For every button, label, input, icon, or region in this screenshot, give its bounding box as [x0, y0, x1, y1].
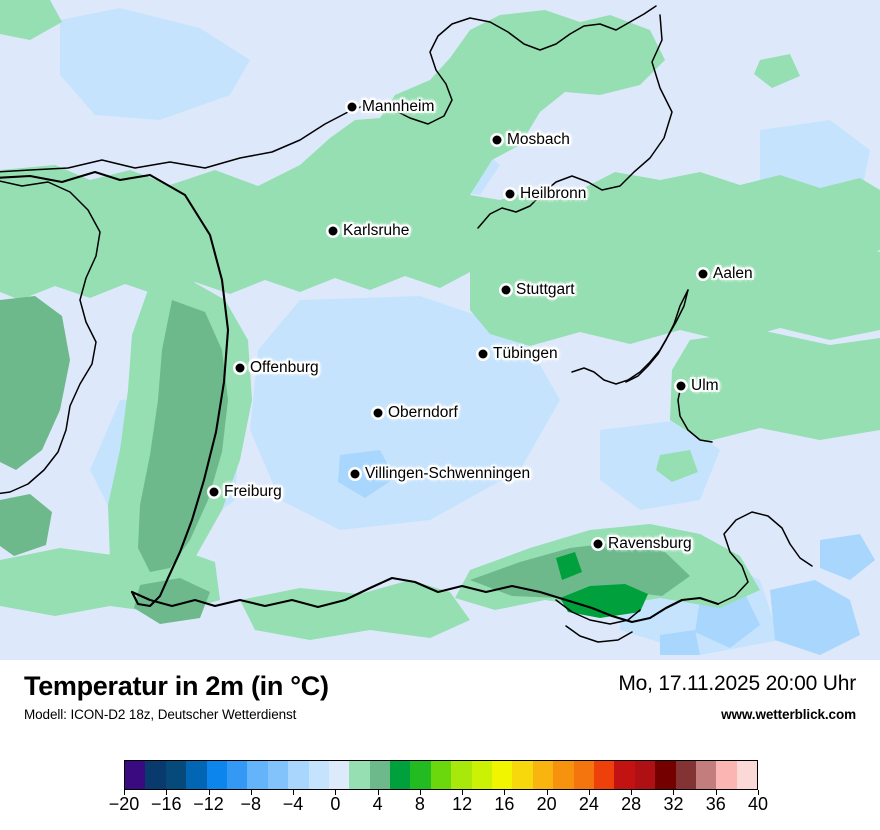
- colorbar-swatch: [532, 761, 554, 789]
- colorbar-tick-mark: [588, 790, 590, 795]
- colorbar-swatch: [716, 761, 737, 789]
- colorbar-swatch: [390, 761, 411, 789]
- colorbar-swatch: [186, 761, 207, 789]
- colorbar-swatch: [614, 761, 635, 789]
- title-block: Temperatur in 2m (in °C) Modell: ICON-D2…: [24, 671, 329, 723]
- colorbar-tick-mark: [250, 790, 252, 795]
- colorbar-swatch: [675, 761, 696, 789]
- site-url: www.wetterblick.com: [721, 707, 856, 722]
- colorbar-tick-label: 0: [330, 794, 341, 814]
- colorbar-tick-mark: [419, 790, 421, 795]
- colorbar-tick-label: −16: [150, 794, 182, 814]
- colorbar-swatch: [308, 761, 329, 789]
- city-label: Mosbach: [507, 131, 570, 148]
- colorbar: −20 −16 −12 −8 −4 0 4 8 12 16 20 24 28 32 36 40: [109, 760, 768, 818]
- city-label: Oberndorf: [388, 404, 458, 421]
- colorbar-tick-label: −8: [240, 794, 262, 814]
- colorbar-swatch: [125, 761, 146, 789]
- colorbar-swatch: [512, 761, 533, 789]
- colorbar-tick-label: −20: [108, 794, 140, 814]
- colorbar-tick-mark: [377, 790, 379, 795]
- colorbar-tick-mark: [715, 790, 717, 795]
- city-label: Tübingen: [493, 345, 558, 362]
- colorbar-tick-label: 40: [747, 794, 769, 814]
- colorbar-tick-mark: [546, 790, 548, 795]
- colorbar-tick-mark: [166, 790, 168, 795]
- colorbar-swatch: [288, 761, 309, 789]
- city-label: Stuttgart: [516, 281, 575, 298]
- weather-map[interactable]: Mannheim Mosbach Heilbronn Karlsruhe Aalen St…: [0, 0, 880, 660]
- colorbar-tick-mark: [124, 790, 125, 795]
- field-band-plus6: [556, 552, 648, 618]
- colorbar-swatch: [451, 761, 472, 789]
- colorbar-swatches: [124, 760, 758, 790]
- colorbar-tick-mark: [335, 790, 337, 795]
- colorbar-swatch: [267, 761, 289, 789]
- map-footer: Temperatur in 2m (in °C) Modell: ICON-D2…: [0, 660, 880, 830]
- colorbar-swatch: [655, 761, 676, 789]
- colorbar-tick-label: 20: [536, 794, 557, 814]
- colorbar-swatch: [430, 761, 452, 789]
- colorbar-swatch: [573, 761, 594, 789]
- colorbar-tick-label: 16: [494, 794, 515, 814]
- colorbar-swatch: [695, 761, 717, 789]
- colorbar-tick-mark: [208, 790, 210, 795]
- map-temperature-field: [0, 0, 880, 655]
- city-label: Mannheim: [362, 98, 435, 115]
- colorbar-swatch: [471, 761, 493, 789]
- colorbar-tick-label: 12: [452, 794, 473, 814]
- field-band-plus4: [0, 296, 690, 624]
- colorbar-swatch: [410, 761, 431, 789]
- valid-time: Mo, 17.11.2025 20:00 Uhr: [618, 672, 856, 695]
- city-label: Ravensburg: [608, 535, 692, 552]
- colorbar-tick-label: −4: [282, 794, 304, 814]
- colorbar-tick-mark: [462, 790, 464, 795]
- colorbar-swatch: [736, 761, 758, 789]
- colorbar-tick-mark: [758, 790, 759, 795]
- colorbar-swatch: [145, 761, 166, 789]
- colorbar-swatch: [634, 761, 656, 789]
- field-band-minus4: [338, 450, 875, 655]
- colorbar-tick-mark: [504, 790, 506, 795]
- colorbar-swatch: [369, 761, 391, 789]
- colorbar-swatch: [226, 761, 248, 789]
- city-label: Offenburg: [250, 359, 319, 376]
- colorbar-tick-mark: [673, 790, 675, 795]
- colorbar-tick-label: 4: [372, 794, 383, 814]
- colorbar-tick-label: 8: [414, 794, 425, 814]
- colorbar-tick-label: −12: [193, 794, 224, 814]
- map-borders: [0, 5, 813, 643]
- colorbar-swatch: [206, 761, 227, 789]
- colorbar-swatch: [165, 761, 187, 789]
- city-label: Aalen: [713, 265, 753, 282]
- colorbar-tick-mark: [293, 790, 295, 795]
- city-label: Ulm: [691, 377, 719, 394]
- city-label: Karlsruhe: [343, 222, 410, 239]
- city-label: Villingen-Schwenningen: [365, 465, 531, 482]
- city-label: Heilbronn: [520, 185, 587, 202]
- colorbar-tick-label: 36: [705, 794, 726, 814]
- colorbar-tick-label: 32: [663, 794, 684, 814]
- colorbar-swatch: [247, 761, 268, 789]
- colorbar-swatch: [349, 761, 370, 789]
- colorbar-ticks: −20 −16 −12 −8 −4 0 4 8 12 16 20 24 28 32 36 40: [109, 790, 768, 818]
- colorbar-tick-label: 28: [621, 794, 642, 814]
- model-subtitle: Modell: ICON-D2 18z, Deutscher Wetterdie…: [24, 707, 297, 723]
- colorbar-swatch: [593, 761, 615, 789]
- meta-block: Mo, 17.11.2025 20:00 Uhr www.wetterblick…: [618, 672, 856, 722]
- colorbar-swatch: [492, 761, 513, 789]
- colorbar-tick-mark: [631, 790, 633, 795]
- colorbar-swatch: [553, 761, 574, 789]
- colorbar-swatch: [328, 761, 350, 789]
- colorbar-tick-label: 24: [578, 794, 599, 814]
- city-label: Freiburg: [224, 483, 282, 500]
- page-title: Temperatur in 2m (in °C): [24, 671, 329, 701]
